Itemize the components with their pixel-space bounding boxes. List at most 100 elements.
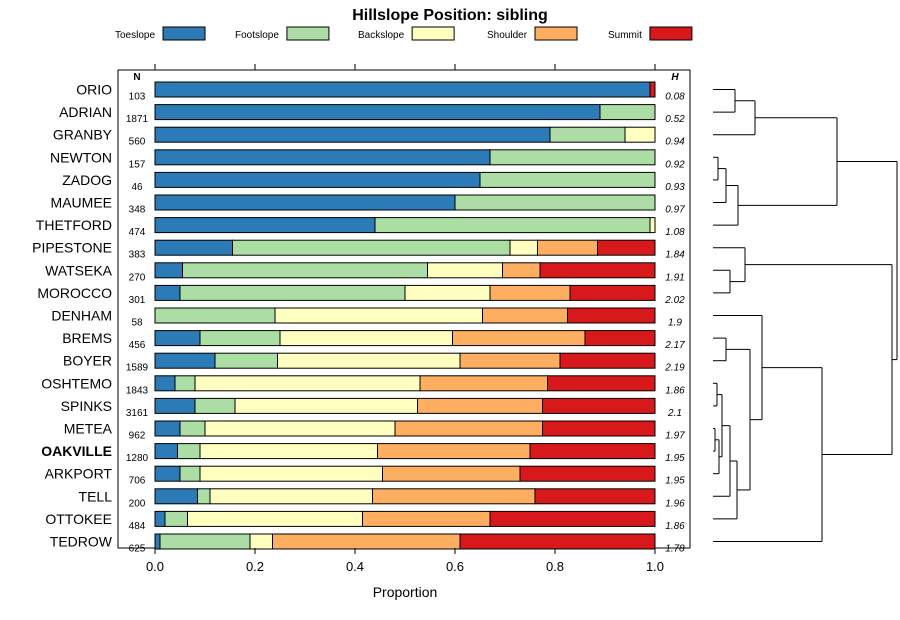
bar-tell-backslope	[209, 488, 373, 505]
x-tick-label: 0.2	[246, 559, 264, 574]
bar-oakville-shoulder	[377, 443, 531, 460]
legend-label-backslope: Backslope	[358, 30, 405, 41]
bar-tell-summit	[534, 488, 656, 505]
bar-morocco-shoulder	[489, 284, 571, 301]
bar-oshtemo-summit	[547, 375, 656, 392]
bar-metea-backslope	[204, 420, 396, 437]
bar-newton-toeslope	[154, 149, 491, 166]
row-label-metea: METEA	[64, 421, 113, 437]
bar-oakville-footslope	[177, 443, 201, 460]
row-h-brems: 2.17	[664, 340, 685, 351]
row-h-tedrow: 1.78	[665, 544, 685, 555]
row-label-watseka: WATSEKA	[45, 262, 113, 278]
chart-title: Hillslope Position: sibling	[352, 7, 548, 24]
bar-rows: ORIO 103 0.08 ADRIAN 1871 0.52 GRANBY 560 0.94 NE…	[32, 81, 685, 555]
row-n-ottokee: 484	[129, 521, 146, 532]
row-label-pipestone: PIPESTONE	[32, 240, 112, 256]
row-label-granby: GRANBY	[53, 127, 113, 143]
bar-brems-shoulder	[452, 330, 586, 347]
legend-label-summit: Summit	[608, 30, 642, 41]
bar-pipestone-footslope	[232, 239, 511, 256]
x-tick-label: 0.0	[146, 559, 164, 574]
row-n-oakville: 1280	[126, 453, 149, 464]
row-label-tedrow: TEDROW	[50, 534, 113, 550]
bar-oshtemo-footslope	[174, 375, 196, 392]
bar-arkport-toeslope	[154, 465, 181, 482]
legend-label-toeslope: Toeslope	[115, 30, 155, 41]
bar-watseka-backslope	[427, 262, 503, 279]
bar-thetford-toeslope	[154, 217, 376, 234]
bar-boyer-summit	[559, 352, 656, 369]
row-label-brems: BREMS	[62, 330, 112, 346]
row-label-denham: DENHAM	[51, 308, 112, 324]
bar-tedrow-footslope	[159, 533, 251, 550]
row-h-metea: 1.97	[665, 431, 685, 442]
row-h-boyer: 2.19	[664, 363, 685, 374]
legend-swatch-summit	[649, 26, 693, 41]
bar-metea-toeslope	[154, 420, 181, 437]
bar-oakville-backslope	[199, 443, 378, 460]
row-label-adrian: ADRIAN	[59, 104, 112, 120]
bar-denham-backslope	[274, 307, 483, 324]
bar-watseka-toeslope	[154, 262, 183, 279]
legend-swatch-footslope	[286, 26, 330, 41]
bar-tell-footslope	[197, 488, 211, 505]
row-h-denham: 1.9	[668, 318, 682, 329]
bar-tedrow-backslope	[249, 533, 273, 550]
bar-brems-backslope	[279, 330, 453, 347]
row-n-spinks: 3161	[126, 408, 149, 419]
bar-morocco-backslope	[404, 284, 491, 301]
x-tick-label: 0.6	[446, 559, 464, 574]
bar-brems-summit	[584, 330, 656, 347]
row-n-thetford: 474	[129, 227, 146, 238]
x-tick-label: 0.8	[546, 559, 564, 574]
row-label-oshtemo: OSHTEMO	[41, 375, 112, 391]
row-h-morocco: 2.02	[664, 295, 685, 306]
bar-spinks-summit	[542, 397, 656, 414]
bar-tedrow-summit	[459, 533, 656, 550]
h-header: H	[671, 72, 679, 83]
row-label-tell: TELL	[79, 488, 113, 504]
row-label-maumee: MAUMEE	[51, 195, 112, 211]
bar-orio-toeslope	[154, 81, 651, 98]
bar-metea-footslope	[179, 420, 206, 437]
bar-ottokee-footslope	[164, 510, 188, 527]
bar-brems-toeslope	[154, 330, 201, 347]
bar-ottokee-toeslope	[154, 510, 166, 527]
bar-morocco-footslope	[179, 284, 406, 301]
row-label-boyer: BOYER	[63, 353, 112, 369]
bar-tedrow-toeslope	[154, 533, 161, 550]
bar-oshtemo-backslope	[194, 375, 421, 392]
row-h-adrian: 0.52	[665, 114, 685, 125]
bar-ottokee-backslope	[187, 510, 363, 527]
n-header: N	[133, 72, 140, 83]
row-h-oshtemo: 1.86	[665, 385, 685, 396]
bar-oakville-summit	[529, 443, 656, 460]
row-n-brems: 456	[129, 340, 146, 351]
bar-spinks-toeslope	[154, 397, 196, 414]
bar-granby-backslope	[624, 126, 656, 143]
row-n-oshtemo: 1843	[126, 385, 149, 396]
legend-swatch-toeslope	[162, 26, 206, 41]
bar-tell-shoulder	[372, 488, 536, 505]
bar-arkport-backslope	[199, 465, 383, 482]
row-n-pipestone: 383	[129, 250, 146, 261]
bar-boyer-backslope	[277, 352, 461, 369]
bar-ottokee-shoulder	[362, 510, 491, 527]
row-label-arkport: ARKPORT	[45, 466, 113, 482]
bar-watseka-shoulder	[502, 262, 541, 279]
bar-boyer-shoulder	[459, 352, 561, 369]
bar-thetford-backslope	[649, 217, 656, 234]
row-h-thetford: 1.08	[665, 227, 685, 238]
bar-orio-summit	[649, 81, 656, 98]
bar-tedrow-shoulder	[272, 533, 461, 550]
row-h-spinks: 2.1	[667, 408, 682, 419]
row-label-thetford: THETFORD	[36, 217, 112, 233]
x-tick-label: 1.0	[646, 559, 664, 574]
bar-denham-footslope	[154, 307, 276, 324]
row-n-tell: 200	[129, 498, 146, 509]
legend: Toeslope Footslope Backslope Shoulder Summit	[115, 26, 693, 41]
bar-maumee-footslope	[454, 194, 656, 211]
row-h-newton: 0.92	[665, 159, 685, 170]
